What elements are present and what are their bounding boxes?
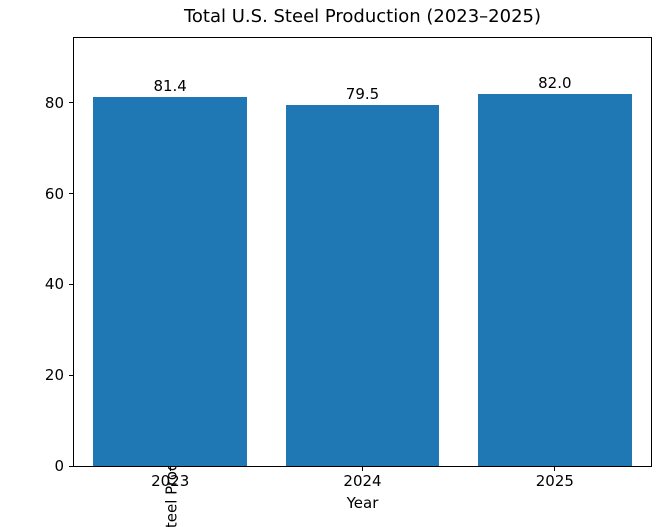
- x-tick-mark: [362, 467, 363, 471]
- y-tick-label: 0: [54, 457, 64, 475]
- x-axis-label: Year: [346, 494, 379, 512]
- y-tick-label: 80: [44, 93, 64, 112]
- bar-value-label: 81.4: [153, 76, 187, 95]
- bar-2024: [285, 105, 440, 466]
- x-tick-label: 2024: [343, 472, 382, 490]
- x-tick-label: 2023: [151, 472, 190, 490]
- y-tick-mark: [69, 193, 73, 195]
- y-tick-mark: [69, 465, 73, 467]
- bar-2025: [477, 93, 632, 466]
- bar-value-label: 79.5: [345, 85, 380, 104]
- chart-title: Total U.S. Steel Production (2023–2025): [183, 6, 542, 27]
- bar-value-label: 82.0: [538, 73, 572, 92]
- x-tick-label: 2025: [535, 472, 574, 490]
- y-tick-label: 40: [44, 275, 64, 294]
- x-tick-mark: [554, 467, 556, 471]
- y-tick-label: 20: [44, 366, 64, 385]
- y-tick-label: 60: [44, 184, 64, 203]
- y-tick-mark: [69, 374, 73, 376]
- y-tick-mark: [69, 283, 73, 285]
- y-tick-mark: [69, 102, 73, 104]
- bar-2023: [93, 96, 248, 466]
- x-tick-mark: [169, 467, 171, 471]
